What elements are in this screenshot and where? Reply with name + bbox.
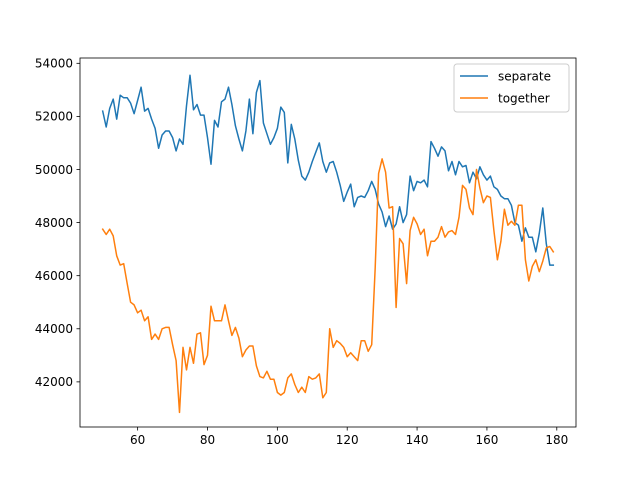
legend: separate together	[453, 63, 570, 113]
series-layer	[101, 74, 555, 414]
x-tick-label: 120	[336, 433, 359, 447]
y-tick-label: 50000	[35, 163, 73, 177]
y-tick-label: 42000	[35, 375, 73, 389]
y-tick-label: 54000	[35, 57, 73, 71]
x-tick-label: 60	[130, 433, 145, 447]
x-tick-label: 160	[475, 433, 498, 447]
x-tick-label: 80	[200, 433, 215, 447]
axes-frame	[79, 57, 577, 428]
y-axis: 42000 44000 46000 48000 50000 52000 54000	[35, 57, 80, 389]
y-tick-label: 52000	[35, 110, 73, 124]
legend-label-separate: separate	[498, 70, 551, 84]
y-tick-label: 44000	[35, 322, 73, 336]
x-tick-label: 100	[266, 433, 289, 447]
legend-label-together: together	[498, 92, 550, 106]
series-line-separate	[101, 74, 555, 266]
x-tick-label: 180	[545, 433, 568, 447]
y-tick-label: 48000	[35, 216, 73, 230]
x-axis: 60 80 100 120 140 160 180	[130, 427, 568, 447]
series-line-together	[101, 158, 555, 414]
y-tick-label: 46000	[35, 269, 73, 283]
x-tick-label: 140	[406, 433, 429, 447]
